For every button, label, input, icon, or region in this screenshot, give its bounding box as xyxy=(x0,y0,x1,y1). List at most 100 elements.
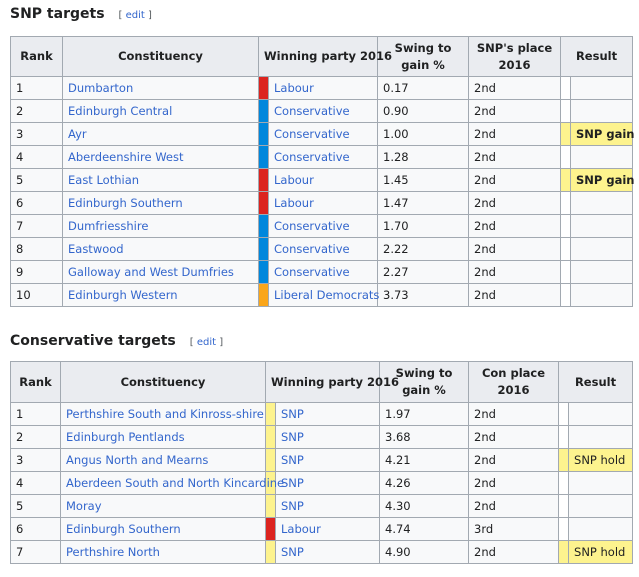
constituency-cell: Perthshire South and Kinross-shire xyxy=(60,402,266,426)
party-link[interactable]: Conservative xyxy=(274,265,350,279)
result-cell xyxy=(570,145,634,169)
constituency-link[interactable]: Perthshire North xyxy=(66,545,160,559)
header-constituency[interactable]: Constituency xyxy=(62,36,259,77)
constituency-link[interactable]: Perthshire South and Kinross-shire xyxy=(66,407,264,421)
party-color-swatch xyxy=(258,237,269,261)
con-targets-title: Conservative targets xyxy=(10,333,176,349)
result-cell xyxy=(568,402,634,426)
table-row: 5 East Lothian Labour 1.45 2nd SNP gain xyxy=(10,168,634,192)
place-cell: 2nd xyxy=(468,168,562,192)
constituency-cell: Aberdeenshire West xyxy=(62,145,259,169)
table-row: 6 Edinburgh Southern Labour 1.47 2nd xyxy=(10,191,634,215)
con-targets-heading-row: Conservative targets [ edit ] xyxy=(10,333,223,349)
party-cell: SNP xyxy=(274,471,381,495)
party-link[interactable]: SNP xyxy=(281,545,304,559)
result-color-swatch xyxy=(560,191,572,215)
table-row: 8 Eastwood Conservative 2.22 2nd xyxy=(10,237,634,261)
snp-targets-title: SNP targets xyxy=(10,6,105,22)
constituency-link[interactable]: Aberdeen South and North Kincardine xyxy=(66,476,285,490)
header-winning-party[interactable]: Winning party 2016 xyxy=(257,36,392,77)
constituency-link[interactable]: East Lothian xyxy=(68,173,140,187)
swing-cell: 4.74 xyxy=(379,517,470,541)
swing-cell: 4.26 xyxy=(379,471,470,495)
party-link[interactable]: SNP xyxy=(281,407,304,421)
result-color-swatch xyxy=(560,237,572,261)
constituency-link[interactable]: Edinburgh Central xyxy=(68,104,173,118)
party-link[interactable]: Labour xyxy=(274,196,314,210)
party-color-swatch xyxy=(265,402,276,426)
place-cell: 2nd xyxy=(468,99,562,123)
party-link[interactable]: Conservative xyxy=(274,150,350,164)
party-link[interactable]: Labour xyxy=(274,81,314,95)
party-cell: Conservative xyxy=(267,145,379,169)
constituency-link[interactable]: Galloway and West Dumfries xyxy=(68,265,234,279)
rank-cell: 7 xyxy=(10,540,61,564)
con-edit-wrapper: [ edit ] xyxy=(189,337,224,348)
swing-cell: 3.68 xyxy=(379,425,470,449)
constituency-link[interactable]: Eastwood xyxy=(68,242,124,256)
party-color-swatch xyxy=(258,214,269,238)
constituency-link[interactable]: Edinburgh Southern xyxy=(68,196,183,210)
party-color-swatch xyxy=(258,260,269,284)
result-cell xyxy=(570,214,634,238)
constituency-link[interactable]: Edinburgh Southern xyxy=(66,522,181,536)
header-place[interactable]: SNP's place 2016 xyxy=(468,36,562,77)
result-cell xyxy=(568,494,634,518)
party-link[interactable]: SNP xyxy=(281,453,304,467)
swing-cell: 0.17 xyxy=(377,76,470,100)
header-winning-party[interactable]: Winning party 2016 xyxy=(264,361,399,403)
header-swing[interactable]: Swing to gain % xyxy=(377,36,470,77)
con-edit-link[interactable]: edit xyxy=(196,337,217,348)
party-link[interactable]: SNP xyxy=(281,430,304,444)
rank-cell: 5 xyxy=(10,168,63,192)
party-cell: Conservative xyxy=(267,260,379,284)
place-cell: 2nd xyxy=(468,471,560,495)
party-link[interactable]: Conservative xyxy=(274,127,350,141)
constituency-link[interactable]: Dumbarton xyxy=(68,81,134,95)
header-rank[interactable]: Rank xyxy=(10,36,63,77)
constituency-link[interactable]: Dumfriesshire xyxy=(68,219,149,233)
table-row: 3 Ayr Conservative 1.00 2nd SNP gain xyxy=(10,122,634,146)
party-cell: Liberal Democrats xyxy=(267,283,380,307)
place-cell: 2nd xyxy=(468,425,560,449)
result-cell xyxy=(568,425,634,449)
result-cell xyxy=(570,237,634,261)
party-link[interactable]: Liberal Democrats xyxy=(274,288,380,302)
party-link[interactable]: Conservative xyxy=(274,219,350,233)
party-cell: SNP xyxy=(274,402,381,426)
party-link[interactable]: Labour xyxy=(281,522,321,536)
header-result[interactable]: Result xyxy=(558,361,634,403)
constituency-link[interactable]: Ayr xyxy=(68,127,87,141)
constituency-link[interactable]: Angus North and Mearns xyxy=(66,453,209,467)
swing-cell: 2.27 xyxy=(377,260,470,284)
constituency-link[interactable]: Aberdeenshire West xyxy=(68,150,184,164)
header-swing[interactable]: Swing to gain % xyxy=(379,361,470,403)
snp-edit-link[interactable]: edit xyxy=(125,10,145,21)
header-rank[interactable]: Rank xyxy=(10,361,61,403)
constituency-link[interactable]: Edinburgh Pentlands xyxy=(66,430,185,444)
result-color-swatch xyxy=(560,99,572,123)
constituency-link[interactable]: Moray xyxy=(66,499,102,513)
result-color-swatch xyxy=(560,122,572,146)
party-link[interactable]: SNP xyxy=(281,499,304,513)
table-row: 5 Moray SNP 4.30 2nd xyxy=(10,494,634,518)
constituency-cell: Dumbarton xyxy=(62,76,259,100)
constituency-cell: Edinburgh Pentlands xyxy=(60,425,266,449)
result-color-swatch xyxy=(558,540,570,564)
rank-cell: 7 xyxy=(10,214,63,238)
header-place[interactable]: Con place 2016 xyxy=(468,361,560,403)
swing-cell: 1.47 xyxy=(377,191,470,215)
constituency-link[interactable]: Edinburgh Western xyxy=(68,288,178,302)
result-color-swatch xyxy=(560,76,572,100)
party-link[interactable]: Conservative xyxy=(274,104,350,118)
header-constituency[interactable]: Constituency xyxy=(60,361,266,403)
rank-cell: 10 xyxy=(10,283,63,307)
party-cell: Conservative xyxy=(267,237,379,261)
party-color-swatch xyxy=(258,283,269,307)
party-color-swatch xyxy=(265,540,276,564)
party-link[interactable]: Labour xyxy=(274,173,314,187)
header-result[interactable]: Result xyxy=(560,36,634,77)
party-cell: Conservative xyxy=(267,214,379,238)
party-link[interactable]: Conservative xyxy=(274,242,350,256)
party-link[interactable]: SNP xyxy=(281,476,304,490)
